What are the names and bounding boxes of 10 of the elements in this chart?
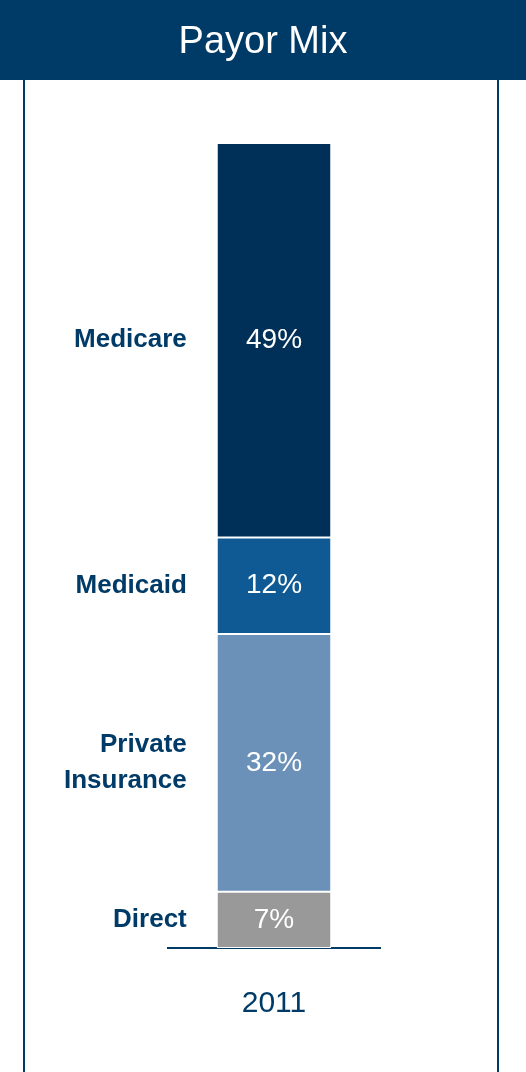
chart-title: Payor Mix	[178, 18, 348, 62]
data-label: 32%	[245, 745, 303, 777]
series-label: Medicare	[74, 323, 187, 354]
data-label: 12%	[245, 568, 303, 600]
series-label: Direct	[113, 903, 188, 933]
data-label: 49%	[245, 322, 303, 354]
series-label: Medicaid	[75, 568, 187, 599]
data-label: 7%	[253, 902, 295, 934]
series-label: Private Insurance	[63, 728, 187, 795]
x-tick-label: 2011	[241, 985, 307, 1019]
